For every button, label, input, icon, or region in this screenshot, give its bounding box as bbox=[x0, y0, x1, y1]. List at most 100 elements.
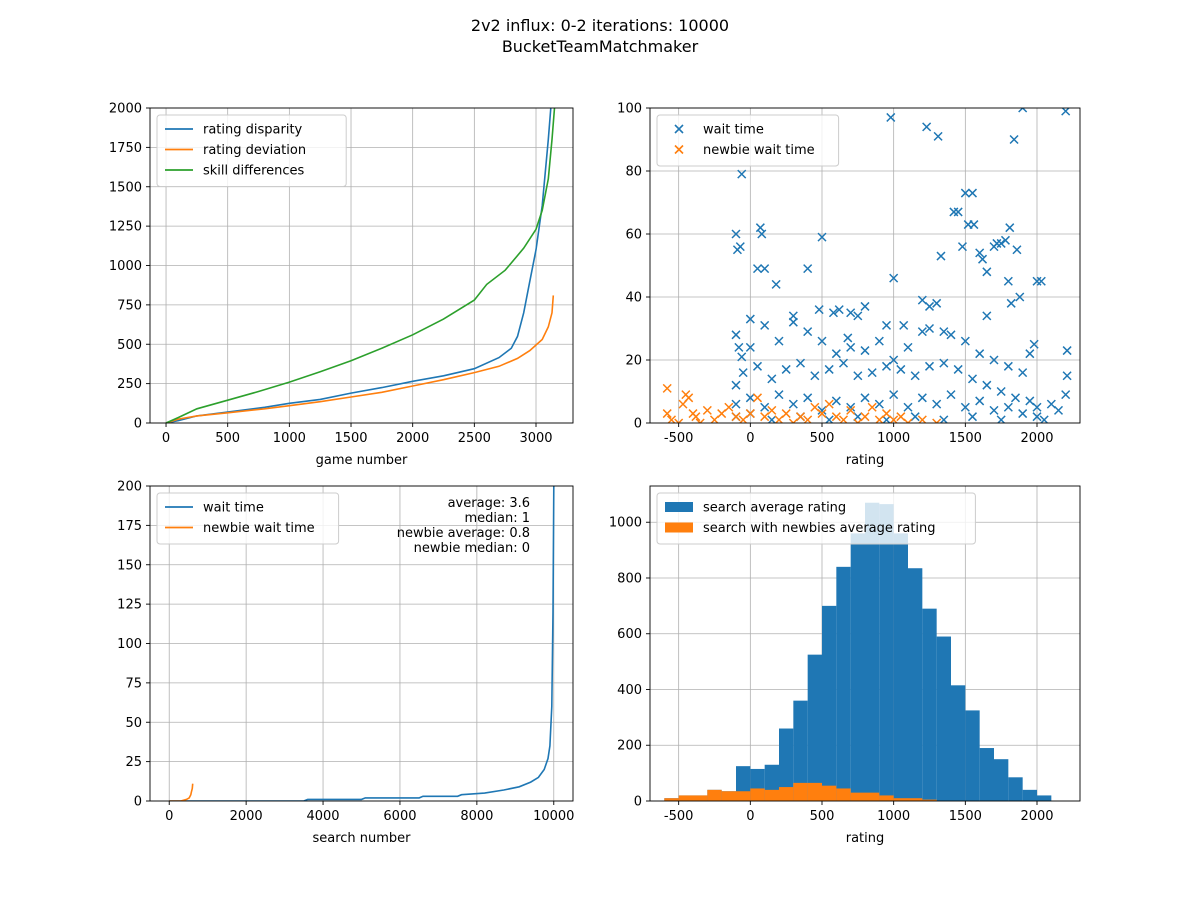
histogram-bar bbox=[1022, 789, 1037, 801]
scatter-point bbox=[917, 415, 927, 423]
y-tick-label: 175 bbox=[117, 519, 142, 534]
scatter-point bbox=[933, 131, 943, 141]
scatter-point bbox=[853, 311, 863, 321]
scatter-point bbox=[814, 305, 824, 315]
scatter-point bbox=[731, 229, 741, 239]
scatter-point bbox=[889, 390, 899, 400]
scatter-point bbox=[982, 380, 992, 390]
y-tick-label: 250 bbox=[117, 377, 142, 392]
scatter-point bbox=[996, 386, 1006, 397]
scatter-point bbox=[738, 368, 748, 378]
histogram-bar bbox=[979, 748, 994, 801]
y-tick-label: 400 bbox=[617, 683, 642, 698]
x-tick-label: 8000 bbox=[460, 809, 493, 824]
histogram-bar bbox=[836, 788, 851, 801]
scatter-point bbox=[989, 405, 999, 415]
x-tick-label: 0 bbox=[162, 431, 170, 446]
scatter-point bbox=[975, 396, 985, 406]
scatter-point bbox=[1032, 412, 1042, 422]
figure-title-line-1: 2v2 influx: 0-2 iterations: 10000 bbox=[470, 16, 730, 35]
histogram-bar bbox=[908, 798, 923, 801]
scatter-point bbox=[932, 298, 942, 308]
axes-frame bbox=[649, 485, 1081, 802]
scatter-point bbox=[1029, 339, 1039, 349]
scatter-point bbox=[967, 374, 978, 384]
scatter-point bbox=[874, 336, 884, 346]
scatter-point bbox=[989, 355, 999, 365]
scatter-point bbox=[896, 412, 906, 422]
figure-title-line-2: BucketTeamMatchmaker bbox=[501, 37, 699, 56]
scatter-point bbox=[810, 371, 820, 381]
plot-area bbox=[662, 108, 1072, 423]
chart-4: -500 0 500 1000 1500 2000 0 200 400 600 800 1000 rat… bbox=[609, 485, 1081, 846]
x-tick-label: 1500 bbox=[949, 431, 982, 446]
scatter-point bbox=[853, 418, 863, 423]
scatter-point bbox=[702, 405, 712, 415]
histogram-bar bbox=[922, 799, 937, 801]
legend: search average rating search with newbies… bbox=[656, 492, 976, 545]
scatter-point bbox=[953, 364, 963, 374]
x-tick-label: 0 bbox=[746, 809, 754, 824]
scatter-point bbox=[917, 295, 927, 305]
x-axis-label: rating bbox=[846, 453, 885, 468]
chart-2: -500 0 500 1000 1500 2000 0 20 40 60 80 100 rating wa… bbox=[617, 102, 1081, 468]
scatter-point bbox=[1010, 393, 1021, 403]
scatter-point bbox=[969, 220, 979, 230]
scatter-point bbox=[774, 336, 784, 346]
scatter-point bbox=[1062, 371, 1072, 381]
series-line-2 bbox=[165, 295, 555, 423]
legend: rating disparity rating deviation skill di… bbox=[156, 114, 347, 187]
scatter-point bbox=[957, 242, 967, 252]
scatter-point bbox=[662, 409, 672, 419]
y-tick-label: 1500 bbox=[109, 180, 142, 195]
scatter-point bbox=[817, 336, 827, 346]
scatter-point bbox=[917, 393, 927, 403]
scatter-point bbox=[788, 317, 798, 327]
legend-label: search average rating bbox=[703, 501, 846, 516]
histogram-bar bbox=[822, 605, 837, 801]
scatter-point bbox=[978, 254, 988, 264]
scatter-point bbox=[760, 402, 770, 412]
histogram-bar bbox=[721, 791, 736, 801]
histogram-bar bbox=[922, 608, 937, 801]
scatter-point bbox=[1046, 399, 1056, 409]
x-tick-label: 500 bbox=[215, 431, 240, 446]
scatter-point bbox=[1018, 409, 1028, 419]
histogram-bar bbox=[850, 792, 865, 801]
scatter-point bbox=[838, 415, 849, 423]
scatter-point bbox=[803, 264, 813, 274]
scatter-point bbox=[860, 412, 870, 422]
scatter-point bbox=[824, 364, 834, 374]
y-tick-label: 60 bbox=[625, 228, 642, 243]
scatter-point bbox=[795, 412, 806, 422]
histogram-bar bbox=[865, 792, 880, 801]
y-tick-label: 20 bbox=[625, 354, 642, 369]
chart-1: 0 500 1000 1500 2000 2500 3000 0 250 500 750 1000 12… bbox=[109, 102, 574, 468]
y-tick-label: 1750 bbox=[109, 141, 142, 156]
scatter-point bbox=[853, 371, 863, 381]
histogram-bar bbox=[736, 791, 751, 801]
y-tick-label: 150 bbox=[117, 558, 142, 573]
histogram-bar bbox=[893, 798, 908, 801]
y-tick-label: 600 bbox=[617, 627, 642, 642]
scatter-point bbox=[860, 346, 870, 356]
histogram-bar bbox=[750, 788, 765, 801]
scatter-point bbox=[996, 238, 1006, 248]
histogram-bar bbox=[850, 533, 865, 801]
y-tick-label: 750 bbox=[117, 298, 142, 313]
scatter-point bbox=[788, 418, 798, 423]
scatter-point bbox=[843, 333, 853, 343]
scatter-point bbox=[731, 380, 741, 390]
x-tick-label: 0 bbox=[165, 809, 173, 824]
chart-3: 0 2000 4000 6000 8000 10000 0 25 50 75 100 125 150 17… bbox=[117, 480, 574, 847]
legend-box bbox=[656, 492, 976, 545]
scatter-point bbox=[834, 305, 844, 315]
scatter-point bbox=[695, 418, 705, 423]
histogram-bar bbox=[1037, 795, 1052, 801]
scatter-point bbox=[846, 405, 856, 415]
scatter-point bbox=[724, 402, 734, 412]
series-line-2 bbox=[169, 783, 194, 801]
scatter-point bbox=[760, 320, 770, 330]
scatter-point bbox=[1009, 134, 1019, 145]
legend: wait time newbie wait time bbox=[156, 492, 340, 545]
